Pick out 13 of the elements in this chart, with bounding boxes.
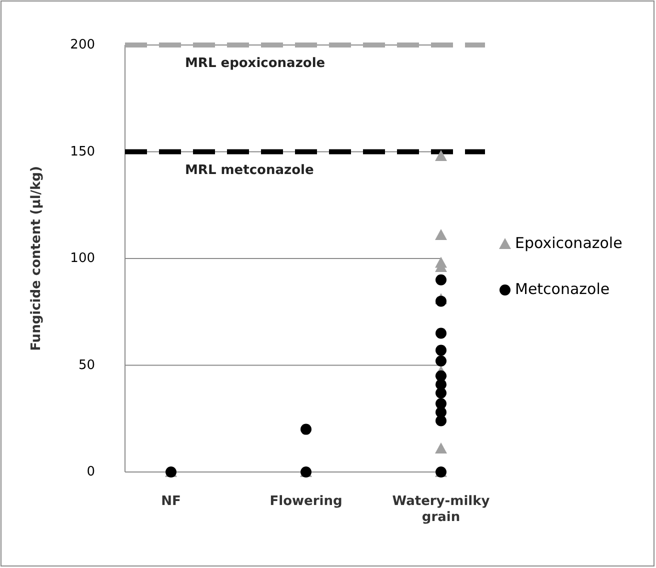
y-axis-title: Fungicide content (µl/kg): [29, 166, 44, 351]
legend-label: Epoxiconazole: [515, 234, 622, 252]
y-tick-label: 200: [70, 38, 95, 53]
y-tick-label: 150: [70, 144, 95, 160]
x-tick-label: NF: [161, 494, 181, 509]
y-tick-label: 0: [86, 464, 95, 480]
x-tick-label: Flowering: [270, 494, 342, 509]
x-tick-label: Watery-milky grain: [392, 494, 490, 525]
ref-line-label: MRL metconazole: [185, 162, 314, 178]
legend-label: Metconazole: [515, 280, 610, 298]
y-tick-label: 100: [70, 251, 95, 266]
ref-line-label: MRL epoxiconazole: [185, 56, 326, 71]
y-tick-label: 50: [78, 358, 95, 373]
